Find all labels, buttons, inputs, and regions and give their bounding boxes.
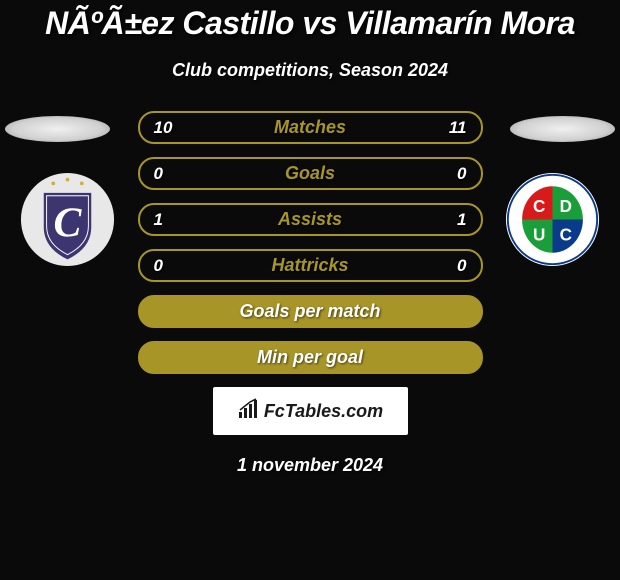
page-title: NÃºÃ±ez Castillo vs Villamarín Mora (45, 5, 575, 42)
right-column: C D U C (500, 111, 615, 267)
brand-chart-icon (237, 398, 259, 425)
stat-value-right: 0 (442, 164, 467, 184)
stat-label: Goals (285, 163, 335, 184)
left-column: C (5, 111, 120, 267)
stat-label: Goals per match (239, 301, 380, 322)
svg-text:C: C (560, 225, 572, 244)
brand-bar: FcTables.com (213, 387, 408, 435)
brand-text: FcTables.com (264, 401, 383, 422)
stat-value-right: 0 (442, 256, 467, 276)
player-ellipse-right (510, 116, 615, 142)
svg-text:C: C (54, 201, 83, 247)
subtitle: Club competitions, Season 2024 (172, 60, 448, 81)
stats-column: 10Matches110Goals01Assists10Hattricks0Go… (120, 111, 500, 374)
stat-label: Hattricks (271, 255, 348, 276)
player-ellipse-left (5, 116, 110, 142)
stat-value-left: 0 (154, 164, 179, 184)
stat-label: Assists (278, 209, 342, 230)
stat-row: 1 Assists 1 (138, 203, 483, 236)
content-row: C 10Matches110Goals01Assists10Hattricks0… (0, 111, 620, 374)
svg-text:C: C (533, 197, 545, 216)
stat-row: 0 Goals 0 (138, 157, 483, 190)
stat-row: Min per goal (138, 341, 483, 374)
stat-row: 10 Matches 11 (138, 111, 483, 144)
stat-row: Goals per match (138, 295, 483, 328)
stat-label: Matches (274, 117, 346, 138)
stat-value-right: 1 (442, 210, 467, 230)
stat-value-right: 11 (442, 118, 467, 138)
date-text: 1 november 2024 (237, 455, 383, 476)
stat-value-left: 10 (154, 118, 179, 138)
club-badge-left: C (20, 172, 115, 267)
stat-value-left: 1 (154, 210, 179, 230)
stat-label: Min per goal (257, 347, 363, 368)
stat-value-left: 0 (154, 256, 179, 276)
club-badge-right: C D U C (505, 172, 600, 267)
stat-row: 0 Hattricks 0 (138, 249, 483, 282)
infographic-container: NÃºÃ±ez Castillo vs Villamarín Mora Club… (0, 0, 620, 580)
svg-text:U: U (533, 225, 545, 244)
svg-text:D: D (560, 197, 572, 216)
